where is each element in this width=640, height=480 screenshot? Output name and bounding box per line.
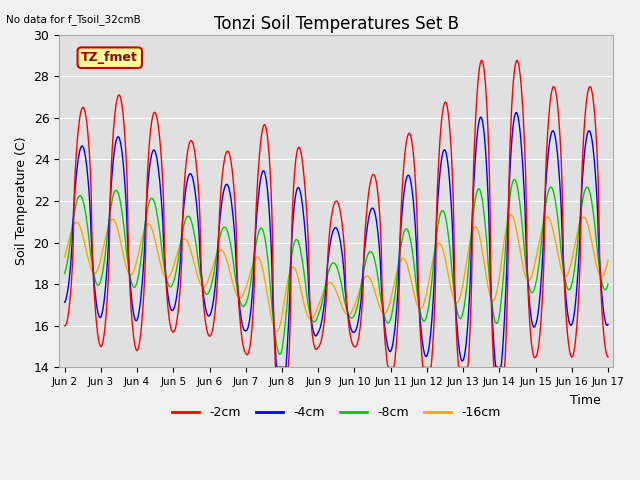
Legend: -2cm, -4cm, -8cm, -16cm: -2cm, -4cm, -8cm, -16cm: [167, 401, 506, 424]
Text: No data for f_Tsoil_32cmB: No data for f_Tsoil_32cmB: [6, 14, 141, 25]
Text: TZ_fmet: TZ_fmet: [81, 51, 138, 64]
Title: Tonzi Soil Temperatures Set B: Tonzi Soil Temperatures Set B: [214, 15, 459, 33]
X-axis label: Time: Time: [570, 394, 601, 407]
Y-axis label: Soil Temperature (C): Soil Temperature (C): [15, 137, 28, 265]
